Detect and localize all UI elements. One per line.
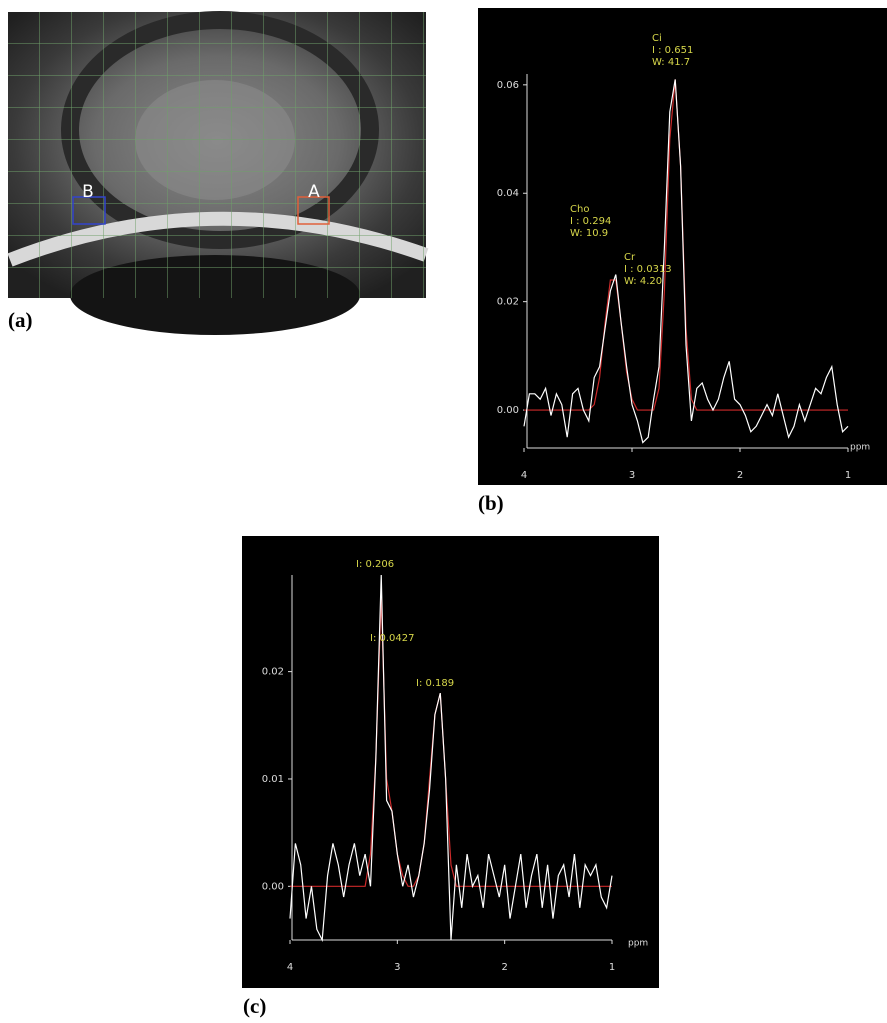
peak-annotation: Ci bbox=[652, 33, 662, 44]
panel-label: (b) bbox=[478, 491, 504, 515]
voxel-label: B bbox=[82, 182, 94, 202]
peak-annotation: I : 0.294 bbox=[570, 216, 611, 227]
peak-annotation: W: 4.20 bbox=[624, 276, 662, 287]
y-tick-label: 0.00 bbox=[497, 405, 519, 416]
mri-image: B A bbox=[8, 12, 426, 335]
y-tick-label: 0.06 bbox=[497, 80, 519, 91]
panel-label: (a) bbox=[8, 308, 33, 332]
peak-annotation: Cho bbox=[570, 204, 589, 215]
peak-annotation: I: 0.189 bbox=[416, 678, 454, 689]
x-tick-label: 2 bbox=[737, 470, 743, 481]
peak-annotation: I : 0.651 bbox=[652, 45, 693, 56]
peak-annotation: W: 41.7 bbox=[652, 57, 690, 68]
panel-label: (c) bbox=[243, 994, 266, 1018]
x-axis-label: ppm bbox=[628, 939, 648, 949]
y-tick-label: 0.04 bbox=[497, 188, 519, 199]
peak-annotation: I: 0.206 bbox=[356, 559, 394, 570]
voxel-label: A bbox=[308, 182, 320, 202]
figure-canvas: B A (a) (b) (c) 0.00 0.02 0.04 0.06 4 3 2 1 ppm C… bbox=[0, 0, 887, 1023]
peak-annotation: I: 0.0427 bbox=[370, 633, 415, 644]
x-tick-label: 1 bbox=[845, 470, 851, 481]
y-tick-label: 0.00 bbox=[262, 881, 284, 892]
x-tick-label: 3 bbox=[629, 470, 635, 481]
x-tick-label: 2 bbox=[501, 962, 507, 973]
y-tick-label: 0.02 bbox=[262, 667, 284, 678]
spectrum-chart: 0.00 0.01 0.02 4 3 2 1 ppm I: 0.206 I: 0.0427 I: 0… bbox=[242, 536, 659, 988]
peak-annotation: I : 0.0313 bbox=[624, 264, 672, 275]
y-tick-label: 0.02 bbox=[497, 297, 519, 308]
x-tick-label: 1 bbox=[609, 962, 615, 973]
peak-annotation: Cr bbox=[624, 252, 636, 263]
x-tick-label: 4 bbox=[287, 962, 293, 973]
peak-annotation: W: 10.9 bbox=[570, 228, 608, 239]
x-tick-label: 3 bbox=[394, 962, 400, 973]
figure: B A (a) (b) (c) 0.00 0.02 0.04 0.06 4 3 2 1 ppm C… bbox=[0, 0, 887, 1023]
x-tick-label: 4 bbox=[521, 470, 527, 481]
y-tick-label: 0.01 bbox=[262, 774, 284, 785]
x-axis-label: ppm bbox=[850, 443, 870, 453]
